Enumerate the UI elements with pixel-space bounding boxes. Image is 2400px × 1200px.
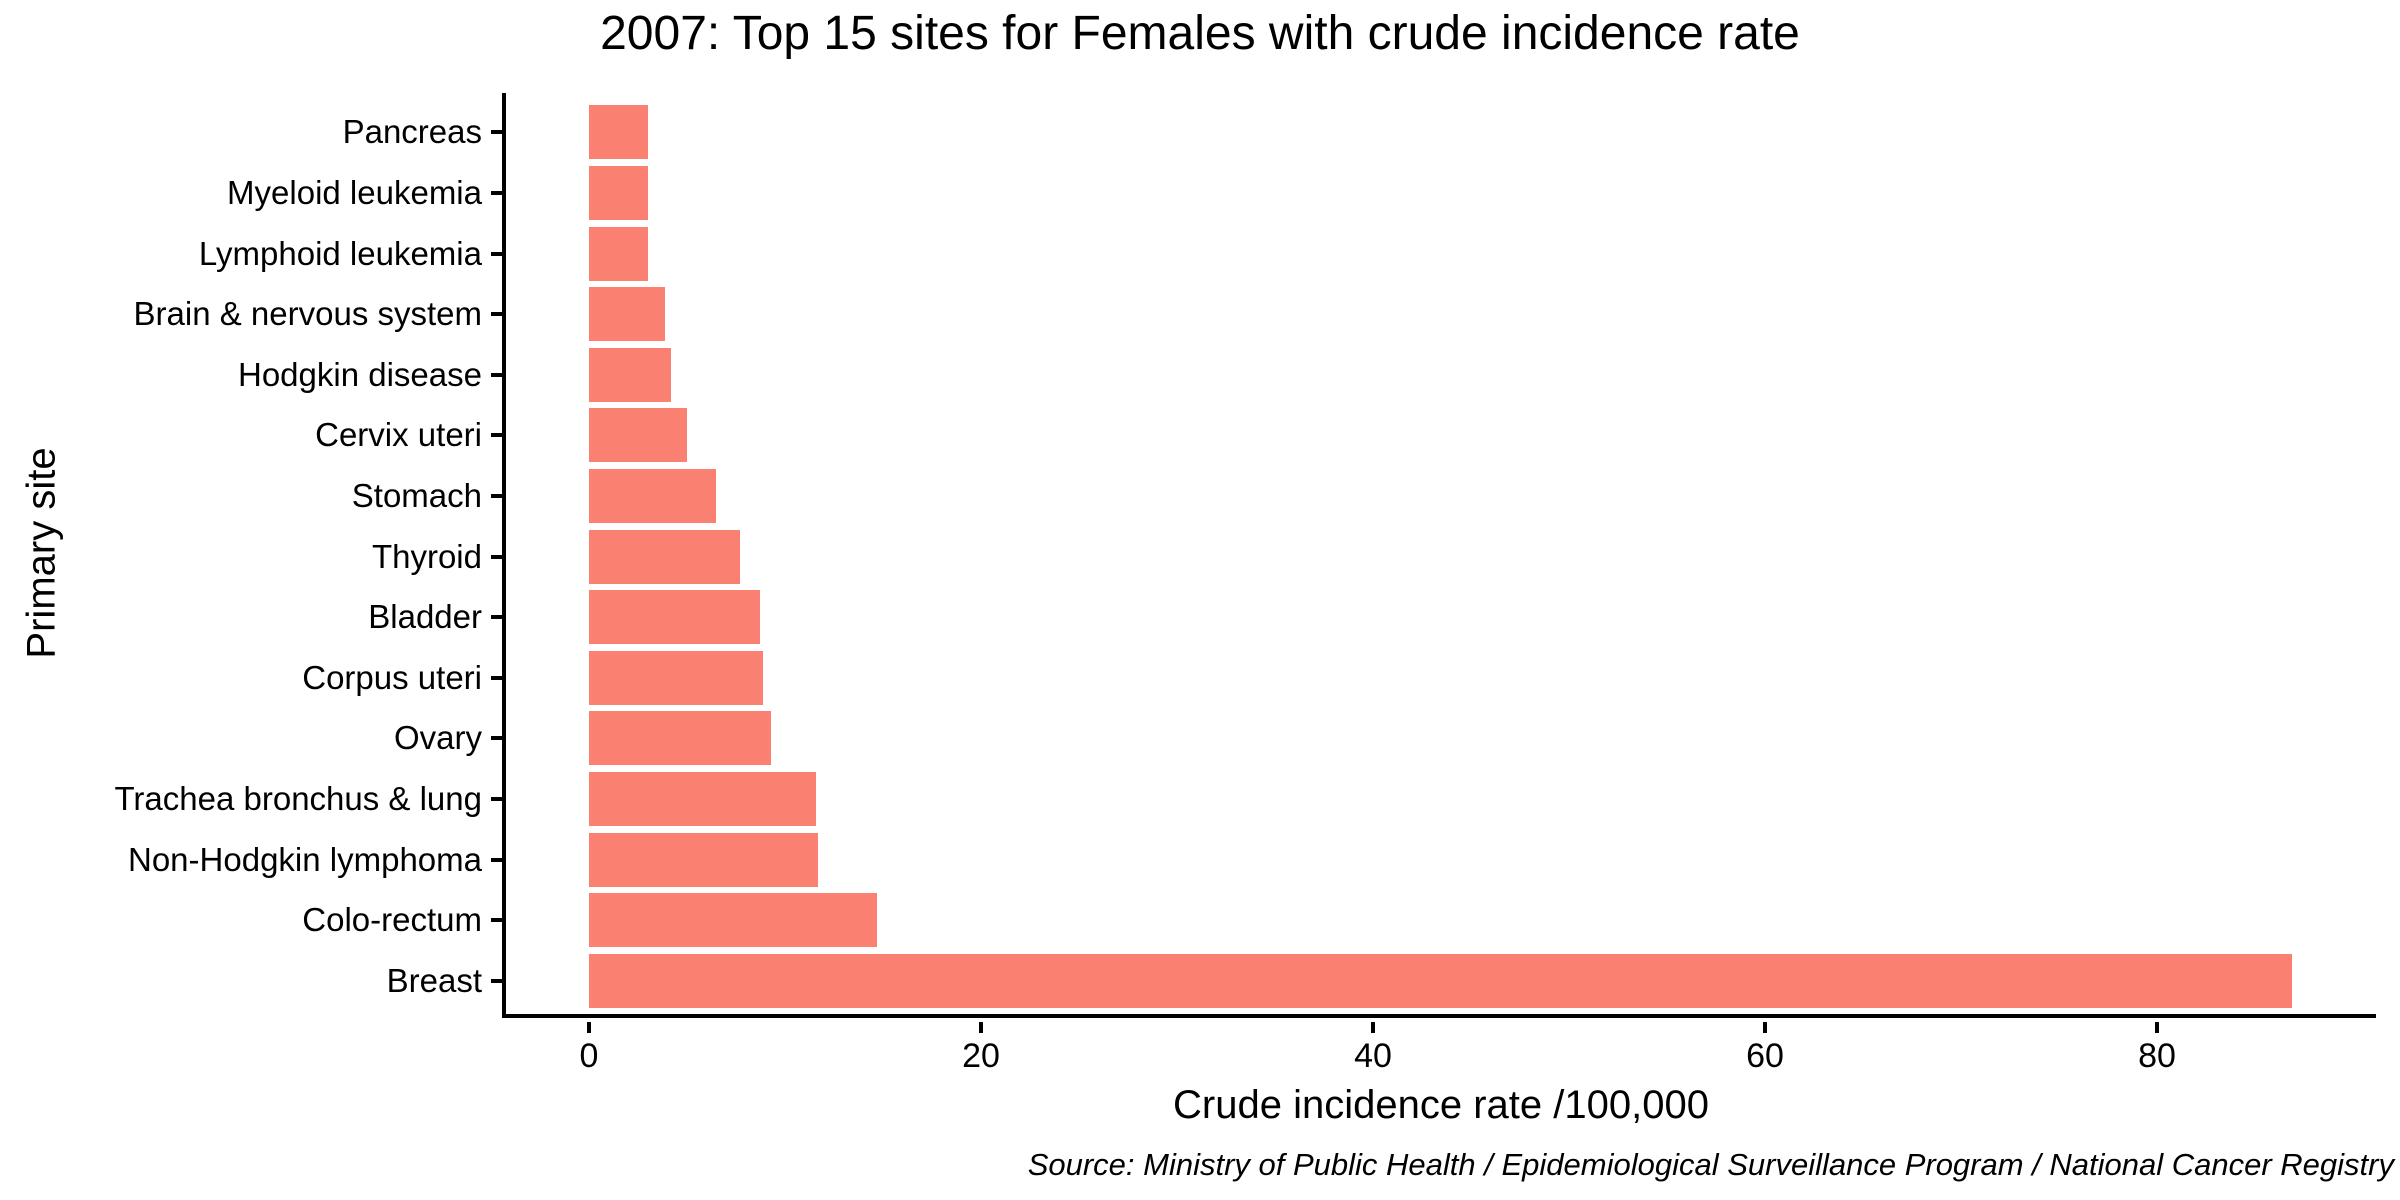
y-axis-label: Cervix uteri [315, 416, 482, 454]
x-axis-tick-label: 20 [962, 1037, 1000, 1075]
y-axis-tick [491, 796, 502, 801]
y-axis-label: Brain & nervous system [133, 295, 482, 333]
y-axis-label: Stomach [351, 476, 482, 514]
x-axis-tick-label: 40 [1354, 1037, 1392, 1075]
y-axis-tick [491, 493, 502, 498]
x-axis-tick-label: 0 [579, 1037, 599, 1075]
y-axis-label: Lymphoid leukemia [198, 234, 482, 272]
x-axis-tick-labels: 0 20 40 60 80 [0, 1036, 2400, 1080]
y-axis-label: Thyroid [371, 537, 482, 575]
bar-cervix-uteri [589, 408, 687, 463]
x-axis-tick-label: 60 [1746, 1037, 1784, 1075]
bar-stomach [589, 468, 717, 523]
bar-hodgkin-disease [589, 347, 672, 402]
y-axis-tick [491, 918, 502, 923]
x-axis-tick [1371, 1022, 1375, 1033]
y-axis-tick [491, 736, 502, 741]
y-axis-label: Trachea bronchus & lung [114, 779, 483, 817]
y-axis-tick [491, 615, 502, 620]
bar-thyroid [589, 529, 740, 584]
bar-bladder [589, 590, 760, 645]
y-axis-label: Non-Hodgkin lymphoma [128, 840, 482, 878]
x-axis-title: Crude incidence rate /100,000 [1173, 1083, 1709, 1127]
bar-trachea-bronchus-lung [589, 771, 817, 826]
bar-breast [589, 953, 2293, 1008]
bar-non-hodgkin-lymphoma [589, 832, 819, 887]
y-axis-tick [491, 554, 502, 559]
x-axis-tick [2155, 1022, 2159, 1033]
bar-corpus-uteri [589, 650, 764, 705]
y-axis-tick [491, 433, 502, 438]
y-axis-tick [491, 312, 502, 317]
y-axis-labels: Pancreas Myeloid leukemia Lymphoid leukemi… [0, 93, 483, 1014]
chart-title: 2007: Top 15 sites for Females with crud… [600, 7, 1800, 60]
y-axis-tick [491, 372, 502, 377]
bar-brain-nervous-system [589, 287, 666, 342]
x-axis-tick [979, 1022, 983, 1033]
y-axis-label: Corpus uteri [302, 658, 482, 696]
y-axis-label: Colo-rectum [302, 901, 482, 939]
bar-lymphoid-leukemia [589, 226, 648, 281]
y-axis-tick [491, 251, 502, 256]
bar-ovary [589, 711, 772, 766]
y-axis-tick [491, 190, 502, 195]
y-axis-label: Ovary [393, 719, 482, 757]
y-axis-tick [491, 978, 502, 983]
bar-myeloid-leukemia [589, 165, 648, 220]
y-axis-label: Myeloid leukemia [227, 173, 482, 211]
y-axis-label: Hodgkin disease [238, 355, 482, 393]
x-axis-tick [1763, 1022, 1767, 1033]
y-axis-tick [491, 130, 502, 135]
y-axis-label: Bladder [368, 598, 482, 636]
x-axis-tick [587, 1022, 591, 1033]
bar-pancreas [589, 105, 648, 160]
y-axis-label: Pancreas [342, 113, 482, 151]
source-note: Source: Ministry of Public Health / Epid… [1027, 1147, 2394, 1182]
y-axis-tick [491, 675, 502, 680]
plot-panel [491, 93, 2376, 1033]
bar-colo-rectum [589, 893, 878, 948]
x-axis-tick-label: 80 [2138, 1037, 2176, 1075]
y-axis-label: Breast [386, 961, 482, 999]
y-axis-tick [491, 857, 502, 862]
